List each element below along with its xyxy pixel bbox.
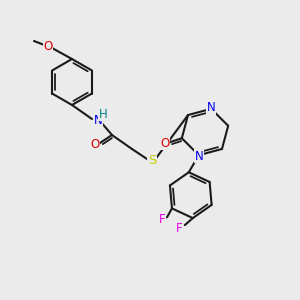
- Text: N: N: [94, 113, 103, 127]
- Text: H: H: [99, 107, 107, 121]
- Text: F: F: [176, 222, 182, 235]
- Text: N: N: [194, 150, 203, 163]
- Text: O: O: [160, 137, 170, 150]
- Text: F: F: [159, 213, 165, 226]
- Text: N: N: [207, 101, 216, 114]
- Text: O: O: [44, 40, 52, 53]
- Text: O: O: [90, 139, 100, 152]
- Text: S: S: [148, 154, 156, 167]
